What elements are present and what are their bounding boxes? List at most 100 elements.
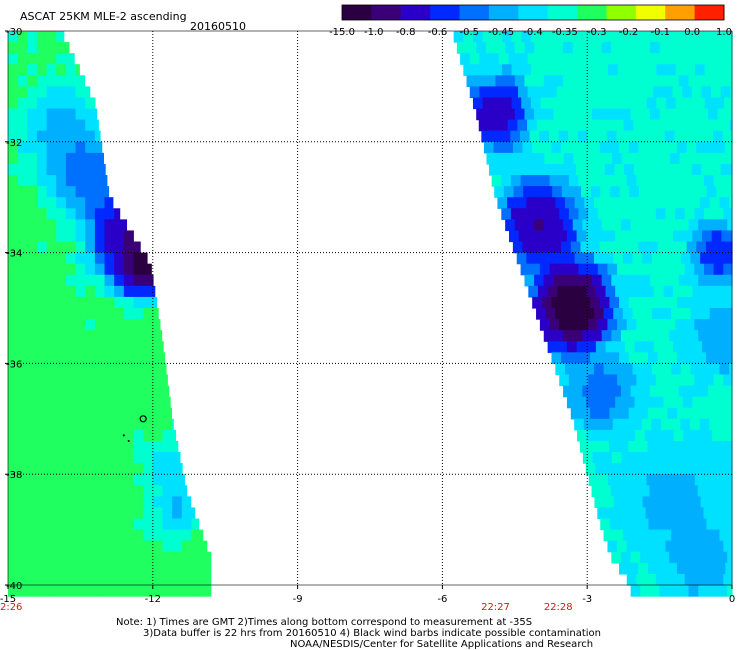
time-label: 22:27 <box>481 602 510 613</box>
heatmap-cell <box>669 42 680 54</box>
heatmap-cell <box>56 507 67 520</box>
heatmap-cell <box>27 252 38 265</box>
colorbar-swatch <box>488 5 519 20</box>
heatmap-cell <box>626 374 638 387</box>
heatmap-cell <box>672 163 683 176</box>
heatmap-cell <box>104 463 115 475</box>
heatmap-cell <box>572 108 583 121</box>
heatmap-cell <box>719 197 730 209</box>
heatmap-cell <box>662 119 673 132</box>
heatmap-cell <box>494 186 505 198</box>
heatmap-cell <box>700 308 711 320</box>
heatmap-cell <box>570 352 582 364</box>
heatmap-cell <box>508 163 519 176</box>
heatmap-cell <box>590 407 601 420</box>
heatmap-cell <box>8 562 19 575</box>
heatmap-cell <box>17 485 28 497</box>
heatmap-cell <box>670 418 681 431</box>
heatmap-cell <box>574 197 585 209</box>
heatmap-cell <box>595 463 606 475</box>
heatmap-cell <box>632 252 643 265</box>
heatmap-cell <box>577 429 588 442</box>
heatmap-cell <box>46 86 57 99</box>
heatmap-cell <box>688 551 699 564</box>
heatmap-cell <box>561 352 572 364</box>
heatmap-cell <box>688 274 699 287</box>
heatmap-cell <box>503 186 515 198</box>
heatmap-cell <box>530 175 541 187</box>
heatmap-cell <box>36 363 48 376</box>
heatmap-cell <box>553 330 564 342</box>
heatmap-cell <box>8 64 19 76</box>
colorbar-label: -0.1 <box>651 27 671 38</box>
colorbar-label: -0.45 <box>488 27 514 38</box>
heatmap-cell <box>143 396 154 409</box>
x-tick-label: 0 <box>729 594 735 605</box>
heatmap-cell <box>162 463 173 475</box>
heatmap-cell <box>694 374 705 387</box>
heatmap-cell <box>543 108 555 121</box>
heatmap-cell <box>17 319 28 331</box>
heatmap-cell <box>605 230 616 243</box>
heatmap-cell <box>17 585 28 597</box>
heatmap-cell <box>605 285 616 298</box>
heatmap-cell <box>584 252 595 265</box>
heatmap-cell <box>579 64 590 76</box>
heatmap-cell <box>8 463 19 475</box>
heatmap-cell <box>46 429 57 442</box>
heatmap-cell <box>563 108 574 121</box>
heatmap-cell <box>631 152 642 165</box>
heatmap-cell <box>707 75 719 87</box>
heatmap-cell <box>600 518 611 531</box>
heatmap-cell <box>94 452 106 464</box>
heatmap-cell <box>172 540 183 553</box>
heatmap-cell <box>65 585 77 597</box>
heatmap-cell <box>56 308 67 320</box>
heatmap-cell <box>666 31 677 43</box>
heatmap-cell <box>501 175 512 187</box>
heatmap-cell <box>114 440 125 453</box>
heatmap-cell <box>690 363 701 376</box>
heatmap-cell <box>17 274 28 287</box>
heatmap-cell <box>640 385 651 398</box>
heatmap-cell <box>705 352 717 364</box>
heatmap-cell <box>680 363 692 376</box>
heatmap-cell <box>8 241 19 254</box>
heatmap-cell <box>123 219 128 232</box>
heatmap-cell <box>27 374 38 387</box>
heatmap-cell <box>466 42 477 54</box>
heatmap-cell <box>648 296 659 309</box>
heatmap-cell <box>85 197 96 209</box>
heatmap-cell <box>638 241 649 254</box>
heatmap-cell <box>603 363 614 376</box>
heatmap-cell <box>104 518 115 531</box>
heatmap-cell <box>65 163 77 176</box>
heatmap-cell <box>700 252 711 265</box>
heatmap-cell <box>616 130 627 143</box>
heatmap-cell <box>698 385 709 398</box>
heatmap-cell <box>511 64 522 76</box>
heatmap-cell <box>704 97 715 110</box>
heatmap-cell <box>104 385 115 398</box>
heatmap-cell <box>143 585 154 597</box>
heatmap-cell <box>604 496 615 509</box>
heatmap-cell <box>578 175 589 187</box>
heatmap-cell <box>649 385 661 398</box>
heatmap-cell <box>85 385 96 398</box>
heatmap-cell <box>478 119 490 132</box>
heatmap-cell <box>65 152 77 165</box>
heatmap-cell <box>573 152 584 165</box>
heatmap-cell <box>646 573 657 586</box>
heatmap-cell <box>620 42 632 54</box>
heatmap-cell <box>152 407 164 420</box>
heatmap-cell <box>36 496 48 509</box>
heatmap-cell <box>624 285 636 298</box>
heatmap-cell <box>85 330 96 342</box>
heatmap-cell <box>675 64 686 76</box>
heatmap-cell <box>660 152 671 165</box>
heatmap-cell <box>85 108 96 121</box>
heatmap-cell <box>543 42 555 54</box>
heatmap-cell <box>725 352 733 364</box>
heatmap-cell <box>652 496 663 509</box>
heatmap-cell <box>590 141 601 154</box>
